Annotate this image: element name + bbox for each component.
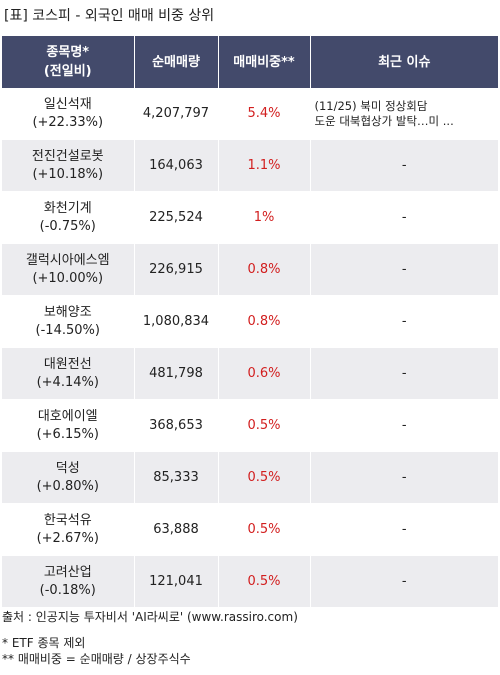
net-volume: 121,041 <box>133 555 218 608</box>
table-row: 한국석유 (+2.67%) 63,888 0.5% - <box>2 503 498 556</box>
stock-name: 고려산업 <box>43 564 92 580</box>
stock-name: 한국석유 <box>43 512 92 528</box>
stock-name-cell: 덕성 (+0.80%) <box>2 451 134 504</box>
trade-ratio: 0.8% <box>217 243 310 296</box>
net-volume: 164,063 <box>133 139 218 192</box>
recent-issue: - <box>309 295 498 348</box>
stock-name: 대호에이엘 <box>37 408 98 424</box>
stock-name-cell: 대원전선 (+4.14%) <box>2 347 134 400</box>
stock-name: 전진건설로봇 <box>31 148 104 164</box>
header-name-line1: 종목명* <box>46 45 90 60</box>
table-row: 덕성 (+0.80%) 85,333 0.5% - <box>2 451 498 504</box>
table-row: 전진건설로봇 (+10.18%) 164,063 1.1% - <box>2 139 498 192</box>
price-change: (+10.00%) <box>32 270 104 286</box>
recent-issue: - <box>309 243 498 296</box>
source-note: 출처 : 인공지능 투자비서 'AI라씨로' (www.rassiro.com) <box>2 610 298 624</box>
table-row: 갤럭시아에스엠 (+10.00%) 226,915 0.8% - <box>2 243 498 296</box>
recent-issue: (11/25) 북미 정상회담 도운 대북협상가 발탁…미 ... <box>309 88 498 140</box>
footnote-ratio: ** 매매비중 = 순매매량 / 상장주식수 <box>2 652 191 666</box>
trade-ratio: 0.6% <box>217 347 310 400</box>
footnote-etf: * ETF 종목 제외 <box>2 636 86 650</box>
price-change: (+2.67%) <box>36 530 99 546</box>
net-volume: 85,333 <box>133 451 218 504</box>
price-change: (-0.75%) <box>39 218 96 234</box>
issue-line1: (11/25) 북미 정상회담 <box>314 98 428 113</box>
stock-name-cell: 한국석유 (+2.67%) <box>2 503 134 556</box>
table-row: 보해양조 (-14.50%) 1,080,834 0.8% - <box>2 295 498 348</box>
recent-issue: - <box>309 503 498 556</box>
stock-name-cell: 갤럭시아에스엠 (+10.00%) <box>2 243 134 296</box>
trade-ratio: 1.1% <box>217 139 310 192</box>
stock-name: 일신석재 <box>43 96 92 112</box>
recent-issue: - <box>309 139 498 192</box>
header-name-line2: (전일비) <box>43 64 92 79</box>
stock-name-cell: 보해양조 (-14.50%) <box>2 295 134 348</box>
trade-ratio: 0.5% <box>217 555 310 608</box>
net-volume: 4,207,797 <box>133 88 218 140</box>
trade-ratio: 0.5% <box>217 399 310 452</box>
net-volume: 225,524 <box>133 191 218 244</box>
stock-name-cell: 일신석재 (+22.33%) <box>2 88 134 140</box>
foreign-trade-table: 종목명* (전일비) 순매매량 매매비중** 최근 이슈 일신석재 (+22.33… <box>2 36 498 608</box>
stock-name: 덕성 <box>55 460 80 476</box>
stock-name-cell: 전진건설로봇 (+10.18%) <box>2 139 134 192</box>
issue-line2: 도운 대북협상가 발탁…미 ... <box>314 113 454 128</box>
price-change: (+0.80%) <box>36 478 99 494</box>
stock-name: 갤럭시아에스엠 <box>25 252 110 268</box>
net-volume: 368,653 <box>133 399 218 452</box>
price-change: (-0.18%) <box>39 582 96 598</box>
header-volume: 순매매량 <box>133 36 218 88</box>
price-change: (-14.50%) <box>35 322 100 338</box>
table-row: 고려산업 (-0.18%) 121,041 0.5% - <box>2 555 498 608</box>
price-change: (+6.15%) <box>36 426 99 442</box>
price-change: (+4.14%) <box>36 374 99 390</box>
table-header-row: 종목명* (전일비) 순매매량 매매비중** 최근 이슈 <box>2 36 498 88</box>
net-volume: 63,888 <box>133 503 218 556</box>
stock-name-cell: 화천기계 (-0.75%) <box>2 191 134 244</box>
trade-ratio: 0.5% <box>217 451 310 504</box>
stock-name-cell: 고려산업 (-0.18%) <box>2 555 134 608</box>
recent-issue: - <box>309 347 498 400</box>
trade-ratio: 1% <box>217 191 310 244</box>
page-title: [표] 코스피 - 외국인 매매 비중 상위 <box>4 8 215 24</box>
net-volume: 226,915 <box>133 243 218 296</box>
stock-name: 보해양조 <box>43 304 92 320</box>
header-issue: 최근 이슈 <box>309 36 498 88</box>
recent-issue: - <box>309 451 498 504</box>
table-row: 대호에이엘 (+6.15%) 368,653 0.5% - <box>2 399 498 452</box>
table-row: 일신석재 (+22.33%) 4,207,797 5.4% (11/25) 북미 정상회… <box>2 88 498 140</box>
stock-name: 화천기계 <box>43 200 92 216</box>
net-volume: 481,798 <box>133 347 218 400</box>
trade-ratio: 0.5% <box>217 503 310 556</box>
price-change: (+22.33%) <box>32 114 104 130</box>
trade-ratio: 5.4% <box>217 88 310 140</box>
header-name: 종목명* (전일비) <box>2 36 134 88</box>
recent-issue: - <box>309 399 498 452</box>
net-volume: 1,080,834 <box>133 295 218 348</box>
stock-name-cell: 대호에이엘 (+6.15%) <box>2 399 134 452</box>
recent-issue: - <box>309 555 498 608</box>
price-change: (+10.18%) <box>32 166 104 182</box>
stock-name: 대원전선 <box>43 356 92 372</box>
table-row: 화천기계 (-0.75%) 225,524 1% - <box>2 191 498 244</box>
trade-ratio: 0.8% <box>217 295 310 348</box>
recent-issue: - <box>309 191 498 244</box>
header-ratio: 매매비중** <box>217 36 310 88</box>
table-row: 대원전선 (+4.14%) 481,798 0.6% - <box>2 347 498 400</box>
